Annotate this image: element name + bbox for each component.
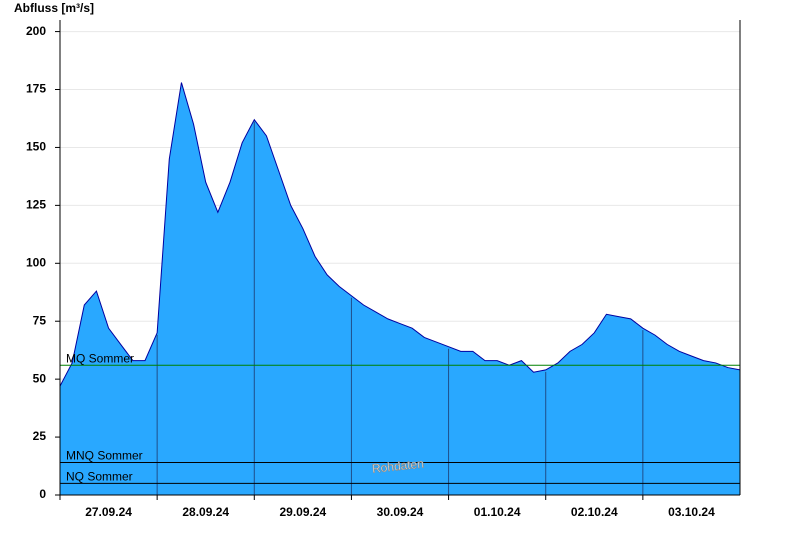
line <box>59 82 741 387</box>
reference-label: MNQ Sommer <box>66 449 143 463</box>
x-tick-label: 02.10.24 <box>571 505 618 519</box>
x-tick-label: 30.09.24 <box>377 505 424 519</box>
x-tick-label: 03.10.24 <box>668 505 715 519</box>
y-tick-label: 50 <box>33 371 47 385</box>
x-tick-label: 01.10.24 <box>474 505 521 519</box>
y-tick-label: 25 <box>33 429 47 443</box>
area <box>60 82 740 495</box>
chart-title: Abfluss [m³/s] <box>14 1 94 15</box>
y-tick-label: 125 <box>26 198 46 212</box>
y-tick-label: 0 <box>39 487 46 501</box>
y-tick-label: 150 <box>26 140 46 154</box>
reference-label: MQ Sommer <box>66 351 134 365</box>
reference-label: NQ Sommer <box>66 470 133 484</box>
annotation: Rohdaten <box>371 456 424 475</box>
x-tick-label: 27.09.24 <box>85 505 132 519</box>
y-tick-label: 200 <box>26 24 46 38</box>
y-tick-label: 100 <box>26 255 46 269</box>
x-tick-label: 28.09.24 <box>182 505 229 519</box>
y-tick-label: 75 <box>33 313 47 327</box>
y-tick-label: 175 <box>26 82 46 96</box>
x-tick-label: 29.09.24 <box>279 505 326 519</box>
